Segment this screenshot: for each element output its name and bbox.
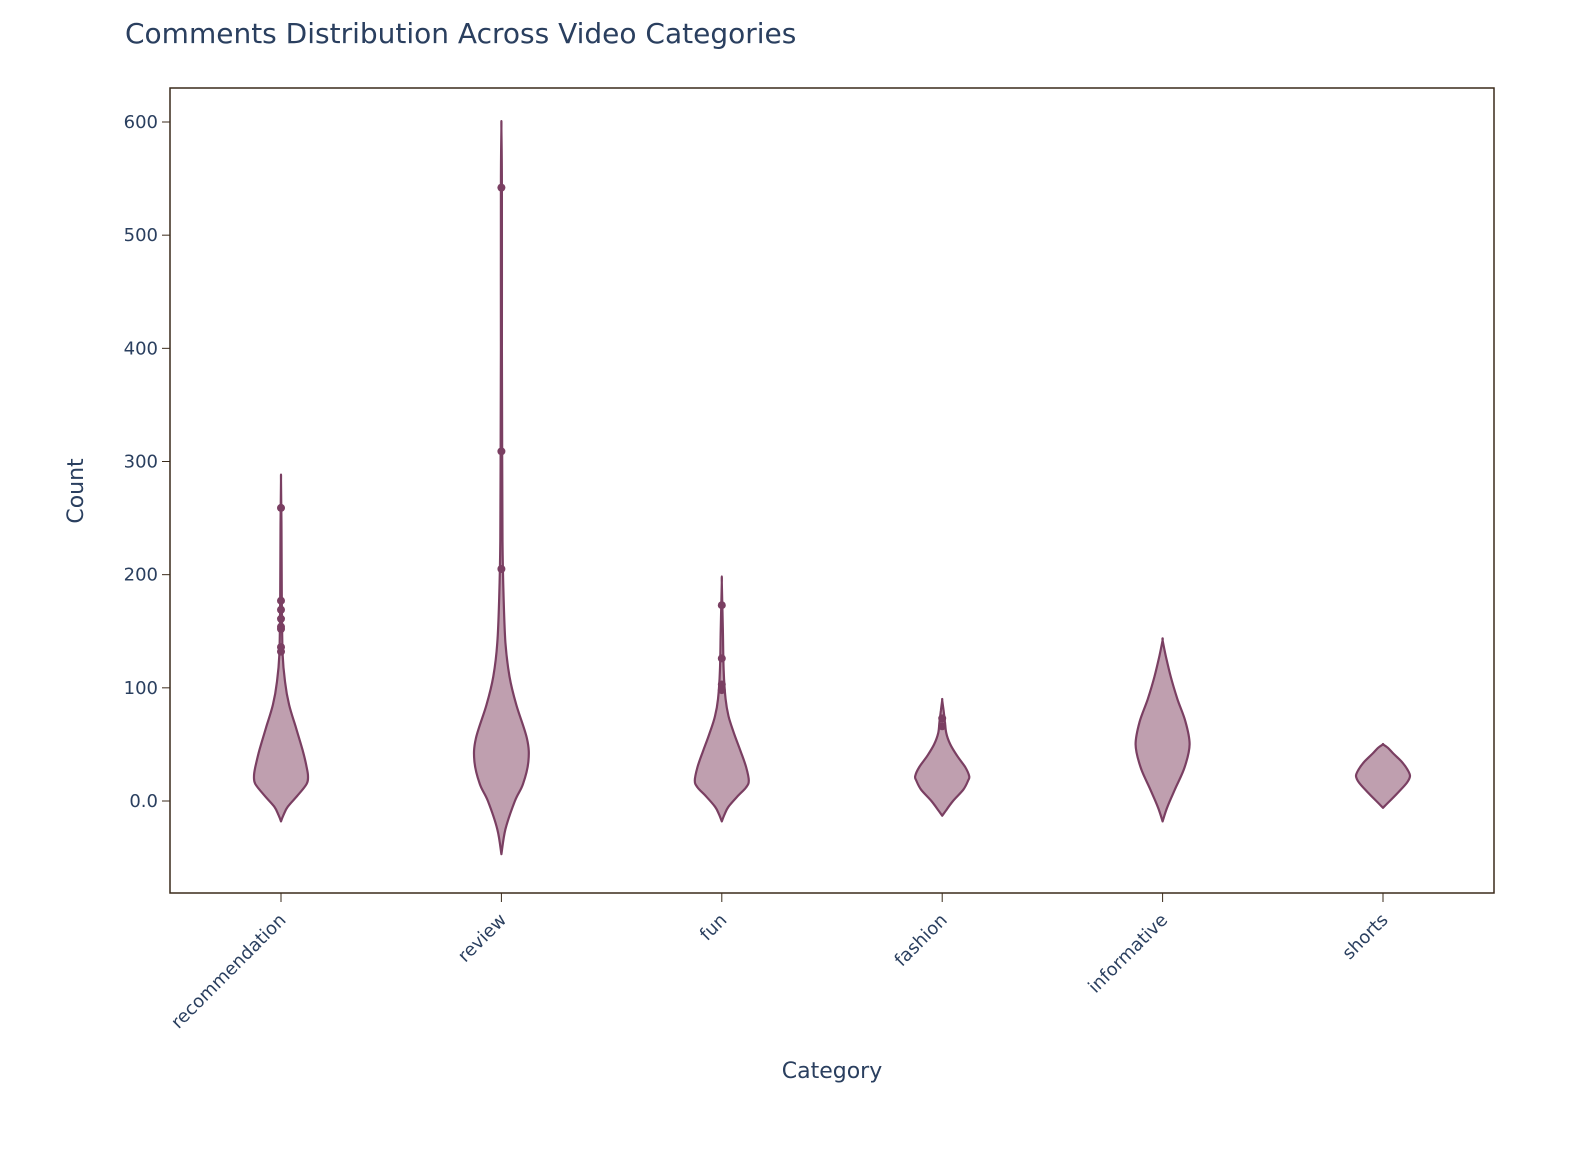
- plot-area: [169, 87, 1495, 894]
- y-tick-label: 400: [124, 338, 158, 359]
- outlier-point: [497, 183, 506, 192]
- outlier-point: [277, 647, 285, 656]
- x-axis: recommendation review fun fashion informativ…: [167, 893, 1393, 1033]
- category-label: shorts: [1338, 910, 1392, 964]
- violin-recommendation: [252, 473, 310, 823]
- violin-body: [693, 575, 750, 823]
- violin-review: [472, 120, 530, 856]
- violin-fashion: [913, 697, 971, 817]
- violin-body: [472, 120, 530, 856]
- violin-fun: [693, 575, 750, 823]
- chart-title: Comments Distribution Across Video Categ…: [125, 17, 796, 50]
- outlier-point: [277, 605, 285, 614]
- outlier-point: [277, 596, 285, 605]
- category-label: fashion: [891, 910, 952, 971]
- category-label: informative: [1084, 910, 1172, 998]
- outlier-point: [717, 601, 726, 610]
- y-axis-title: Count: [64, 458, 89, 524]
- x-axis-title: Category: [782, 1059, 883, 1084]
- category-label: recommendation: [167, 910, 290, 1033]
- outlier-point: [717, 680, 726, 689]
- violin-body: [913, 697, 971, 817]
- outlier-point: [277, 614, 285, 623]
- outlier-point: [277, 503, 285, 512]
- violin-informative: [1134, 637, 1191, 823]
- violins-layer: [252, 120, 1412, 856]
- y-tick-label: 600: [124, 112, 158, 133]
- outlier-point: [497, 565, 506, 574]
- outlier-point: [938, 722, 947, 731]
- y-tick-label: 300: [124, 452, 158, 473]
- outlier-point: [277, 624, 285, 633]
- y-tick-label: 200: [124, 565, 158, 586]
- violin-body: [1134, 637, 1191, 823]
- violin-shorts: [1354, 742, 1412, 809]
- y-tick-label: 100: [124, 678, 158, 699]
- outlier-point: [717, 654, 726, 663]
- plot-border: [169, 87, 1495, 894]
- outlier-point: [717, 686, 726, 695]
- outlier-point: [497, 447, 506, 456]
- category-label: review: [454, 910, 511, 967]
- category-label: fun: [696, 910, 731, 945]
- y-axis: 0.0 100 200 300 400 500 600: [124, 112, 170, 812]
- outlier-point: [938, 714, 947, 723]
- y-tick-label: 500: [124, 225, 158, 246]
- y-tick-label: 0.0: [129, 791, 158, 812]
- violin-body: [1354, 742, 1412, 809]
